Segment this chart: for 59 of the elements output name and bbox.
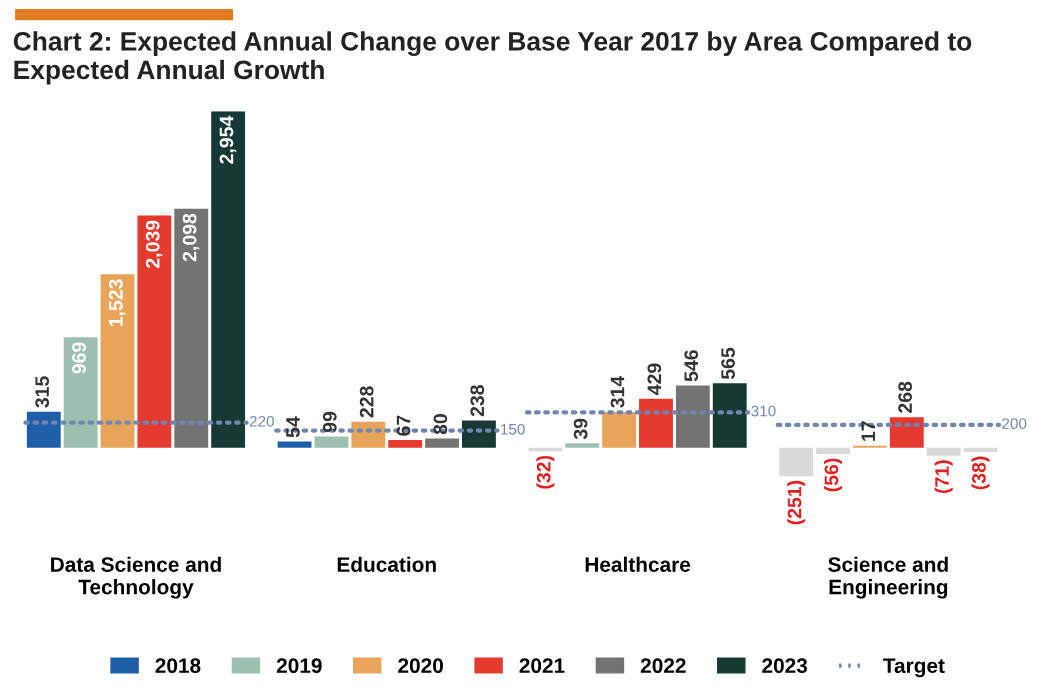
data-label: 546 (684, 350, 699, 382)
bar (174, 208, 209, 448)
data-label: 54 (286, 416, 300, 438)
chart-title: Chart 2: Expected Annual Change over Base Year 2017 by Area Compared to Expected Annual Growth (13, 31, 972, 85)
bar (26, 411, 61, 448)
bar (639, 398, 673, 448)
data-label: 315 (35, 376, 50, 408)
bar (100, 274, 135, 448)
data-label: 2,039 (145, 220, 163, 268)
ref-line-label: 220 (249, 415, 274, 427)
data-label: 2,098 (182, 213, 200, 262)
legend-label: 2023 (762, 658, 808, 674)
text: Target (883, 658, 945, 678)
data-label: 1,523 (108, 279, 126, 327)
bar (314, 436, 349, 448)
bar (63, 337, 98, 448)
data-label: 17 (861, 421, 875, 441)
bar (425, 438, 459, 448)
data-label: 80 (433, 414, 448, 435)
data-label: (38) (971, 456, 990, 490)
data-label: (56) (824, 458, 843, 492)
ref-line-label: 310 (751, 405, 776, 417)
data-label: 314 (610, 375, 625, 408)
bar (388, 440, 423, 448)
bar (675, 385, 710, 448)
bar (779, 447, 814, 477)
legend-label: 2018 (155, 658, 201, 674)
data-label: 238 (470, 385, 485, 417)
bar (137, 215, 172, 448)
bar (712, 383, 747, 448)
bar (889, 417, 924, 448)
legend-label: 2020 (398, 658, 443, 674)
data-label: 969 (72, 342, 86, 374)
x-tick-label: Science and Engineering (828, 556, 948, 599)
bar (462, 420, 496, 448)
data-label: 268 (898, 381, 913, 413)
legend-label: 2019 (276, 658, 322, 674)
data-label: 228 (359, 386, 374, 418)
data-label: (32) (536, 455, 555, 489)
data-label: 99 (322, 411, 337, 433)
legend-label: 2022 (640, 658, 686, 674)
data-label: (71) (934, 460, 953, 494)
data-label: (251) (787, 480, 806, 525)
bar (565, 443, 600, 448)
ref-line-label: 150 (501, 423, 525, 435)
x-tick-label: Education (337, 556, 436, 572)
legend-label: 2021 (519, 658, 565, 674)
data-label: 67 (396, 415, 411, 436)
x-tick-label: Healthcare (585, 556, 691, 572)
bar (211, 111, 246, 448)
data-label: 39 (573, 418, 588, 440)
x-tick-label: Data Science and Technology (51, 556, 221, 599)
bar (351, 421, 386, 448)
ref-line-label: 200 (1002, 418, 1027, 430)
bar (277, 441, 312, 448)
data-label: 429 (647, 363, 662, 395)
bar (602, 411, 637, 448)
data-label: 565 (721, 347, 735, 380)
data-label: 2,954 (219, 115, 237, 164)
